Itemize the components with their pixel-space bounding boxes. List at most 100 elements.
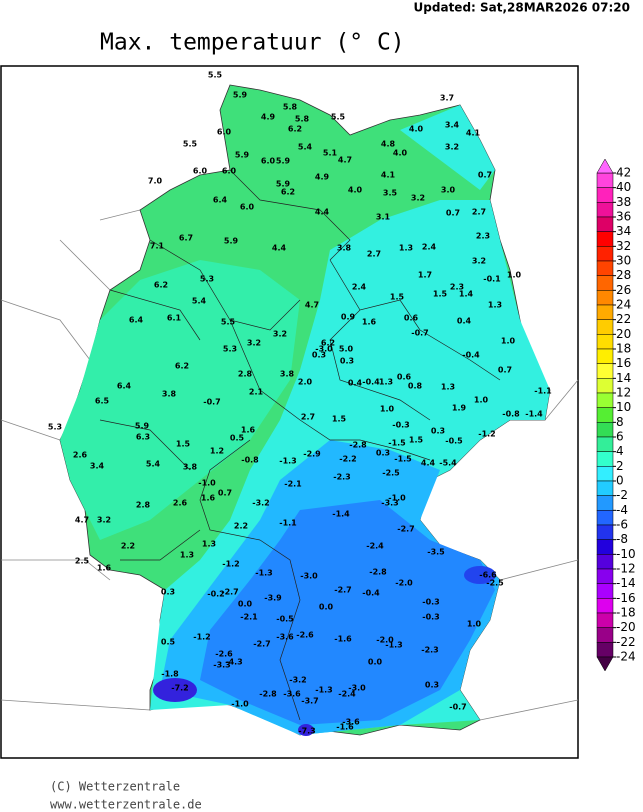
station-value: 2.2 xyxy=(121,542,135,551)
map-area: 5.55.94.95.85.86.25.56.05.5 5.45.14.75.96… xyxy=(0,65,579,759)
colorbar: 424038363432302826242220181614121086420-… xyxy=(596,158,636,672)
station-value: 2.3 xyxy=(450,283,464,292)
neighbor-borders xyxy=(0,209,579,721)
colorbar-segment xyxy=(596,451,614,467)
source-url: www.wetterzentrale.de xyxy=(50,798,202,812)
colorbar-label: -14 xyxy=(616,576,636,590)
station-value: 3.2 xyxy=(472,257,486,266)
station-value: -0.7 xyxy=(411,329,429,338)
station-value: -5.4 xyxy=(439,459,457,468)
station-value: 0.4 xyxy=(348,379,363,388)
station-value: -1.0 xyxy=(388,494,406,503)
station-value: -2.6 xyxy=(215,650,233,659)
colorbar-segment xyxy=(596,363,614,379)
zone-cold-core xyxy=(298,724,314,736)
station-value: -2.7 xyxy=(221,588,239,597)
station-value: 1.9 xyxy=(452,404,467,413)
colorbar-top-arrow xyxy=(596,158,614,174)
station-value: -1.1 xyxy=(534,387,552,396)
station-value: -0.3 xyxy=(392,421,410,430)
station-value: 4.0 xyxy=(393,149,408,158)
zone-colder xyxy=(200,500,495,725)
colorbar-segment xyxy=(596,466,614,482)
zone-mild xyxy=(60,260,300,540)
colorbar-segment xyxy=(596,436,614,452)
station-value: 0.3 xyxy=(376,449,390,458)
colorbar-segment xyxy=(596,524,614,540)
colorbar-segment xyxy=(596,407,614,423)
colorbar-label: 14 xyxy=(616,371,631,385)
station-value: -3.0 xyxy=(315,345,333,354)
colorbar-label: 32 xyxy=(616,239,631,253)
station-value: 1.5 xyxy=(176,440,191,449)
station-value: 1.0 xyxy=(380,405,395,414)
station-value: -3.2 xyxy=(289,676,307,685)
station-value: 5.5 xyxy=(183,140,198,149)
station-value: 6.5 xyxy=(95,397,110,406)
station-value: 2.8 xyxy=(136,501,151,510)
station-value: -3.0 xyxy=(300,572,318,581)
station-value: 1.5 xyxy=(433,290,448,299)
colorbar-segment xyxy=(596,260,614,276)
colorbar-label: 26 xyxy=(616,283,631,297)
station-value: 1.0 xyxy=(501,337,516,346)
colorbar-segment xyxy=(596,422,614,438)
station-value: -2.4 xyxy=(366,542,384,551)
station-value: 2.0 xyxy=(298,378,313,387)
station-value: -2.8 xyxy=(259,690,277,699)
station-value: 1.5 xyxy=(390,293,405,302)
station-value: -2.7 xyxy=(334,586,352,595)
colorbar-label: -24 xyxy=(616,650,636,664)
colorbar-segment xyxy=(596,627,614,643)
station-value: 3.1 xyxy=(376,213,391,222)
station-value: 6.0 xyxy=(261,157,276,166)
station-value: 0.7 xyxy=(446,209,460,218)
colorbar-segment xyxy=(596,304,614,320)
colorbar-segment xyxy=(596,480,614,496)
station-value: 5.4 xyxy=(298,143,313,152)
station-value: 0.6 xyxy=(397,373,412,382)
station-value: -1.0 xyxy=(231,700,249,709)
station-value: -0.1 xyxy=(483,275,501,284)
zone-cold-core xyxy=(464,566,496,584)
station-value: 3.8 xyxy=(280,370,295,379)
station-value: 5.8 xyxy=(295,115,310,124)
colorbar-label: -22 xyxy=(616,635,636,649)
station-value: 3.2 xyxy=(411,194,425,203)
station-value: 3.5 xyxy=(383,189,398,198)
colorbar-label: 36 xyxy=(616,210,631,224)
colorbar-segment xyxy=(596,598,614,614)
colorbar-segment xyxy=(596,583,614,599)
station-value: 5.3 xyxy=(200,275,214,284)
colorbar-segment xyxy=(596,246,614,262)
station-value: -2.1 xyxy=(284,480,302,489)
station-value: -0.8 xyxy=(241,456,259,465)
station-value: 1.2 xyxy=(210,447,224,456)
station-value: -4.3 xyxy=(225,658,243,667)
station-value: -1.3 xyxy=(279,457,297,466)
station-value: 1.6 xyxy=(241,426,256,435)
station-value: 1.3 xyxy=(379,378,393,387)
station-value: 5.4 xyxy=(146,460,161,469)
colorbar-label: 4 xyxy=(616,444,624,458)
colorbar-segment xyxy=(596,202,614,218)
station-value: 1.3 xyxy=(180,551,194,560)
colorbar-label: 12 xyxy=(616,386,631,400)
station-value: 1.3 xyxy=(399,244,413,253)
station-value: -3.7 xyxy=(301,697,319,706)
station-value: -2.5 xyxy=(486,579,504,588)
colorbar-label: 6 xyxy=(616,430,624,444)
station-value: -3.5 xyxy=(427,548,445,557)
colorbar-segment xyxy=(596,392,614,408)
station-value: -0.7 xyxy=(449,703,467,712)
colorbar-label: 22 xyxy=(616,312,631,326)
colorbar-label: 0 xyxy=(616,474,624,488)
colorbar-label: 24 xyxy=(616,298,631,312)
updated-stamp: Updated: Sat,28MAR2026 07:20 xyxy=(414,1,630,15)
colorbar-segment xyxy=(596,510,614,526)
station-value: -3.2 xyxy=(252,499,270,508)
colorbar-label: -2 xyxy=(616,488,628,502)
colorbar-segment xyxy=(596,612,614,628)
station-value: 0.0 xyxy=(368,658,383,667)
station-value: 4.7 xyxy=(75,516,89,525)
